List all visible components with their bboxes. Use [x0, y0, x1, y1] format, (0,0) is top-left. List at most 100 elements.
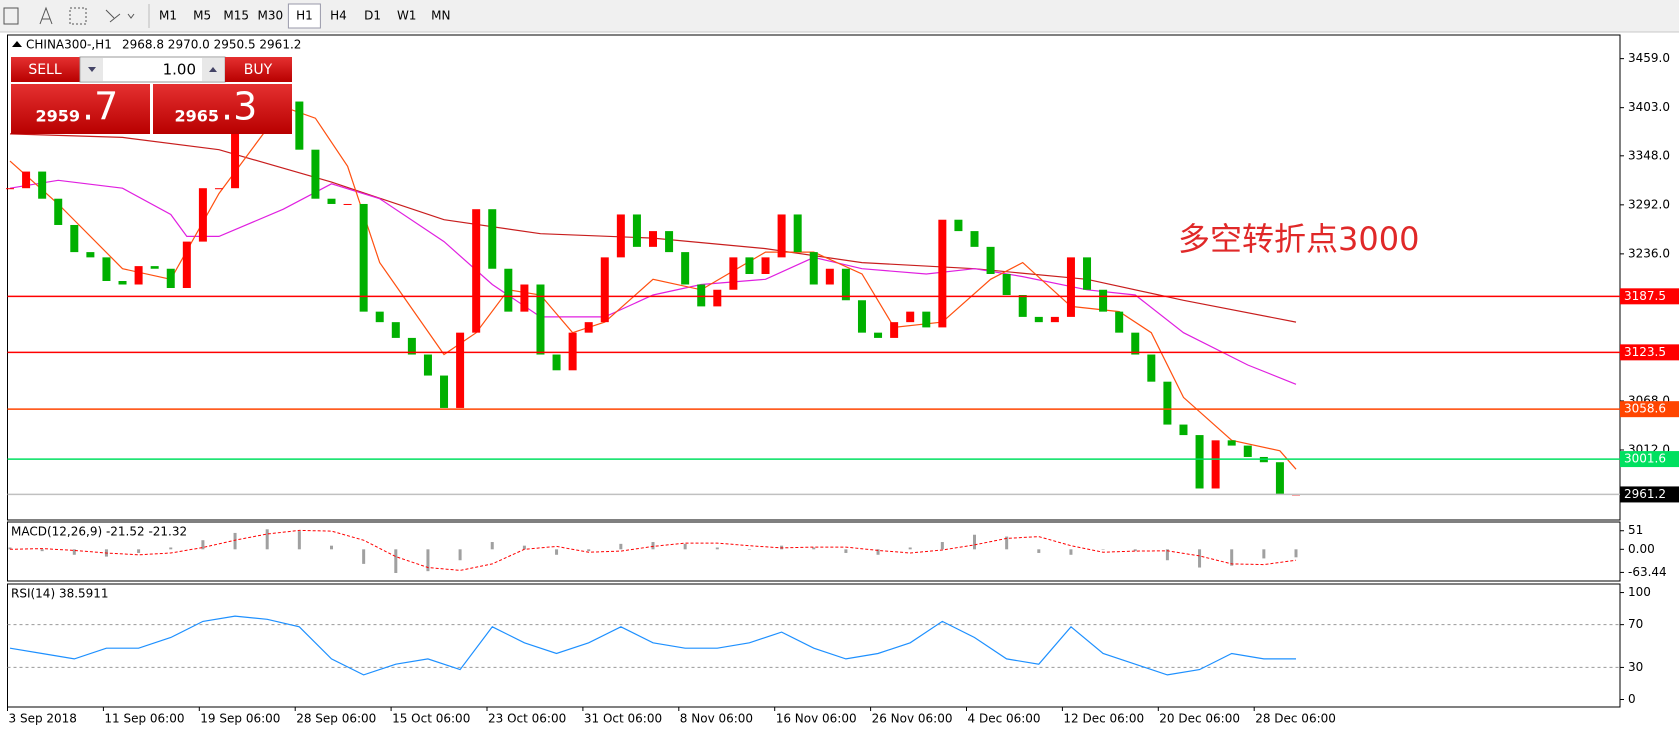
moving-average — [9, 179, 1297, 385]
timeframe-button[interactable] — [322, 4, 355, 28]
candle — [536, 284, 545, 355]
level-label: 2961.2 — [1624, 487, 1666, 501]
candle — [1147, 354, 1156, 382]
macd-bar — [651, 542, 655, 550]
collapse-icon[interactable] — [12, 41, 22, 47]
macd-bar — [8, 547, 12, 550]
lot-box[interactable] — [79, 56, 226, 83]
macd-bar — [394, 549, 398, 573]
macd-bar — [330, 545, 333, 550]
macd-bar — [587, 549, 591, 552]
timeframe-label[interactable]: MN — [431, 9, 450, 23]
candle — [407, 337, 416, 355]
macd-bar — [201, 540, 205, 550]
rsi-title: RSI(14) 38.5911 — [11, 587, 109, 601]
ask-main: 2965 — [174, 107, 219, 126]
candle — [986, 246, 995, 274]
buy-button[interactable] — [225, 57, 292, 82]
timeframe-button[interactable] — [356, 4, 389, 28]
x-tick-label: 8 Nov 06:00 — [680, 712, 753, 726]
macd-bar — [458, 549, 462, 561]
macd-bar — [973, 534, 976, 550]
timeframe-label[interactable]: M30 — [257, 9, 283, 23]
icon — [105, 9, 135, 23]
macd-bar — [715, 547, 719, 550]
candle — [713, 289, 722, 307]
candle — [857, 300, 866, 333]
x-tick-label: 16 Nov 06:00 — [776, 712, 857, 726]
chart-window — [0, 33, 1679, 730]
timeframe-button[interactable] — [390, 4, 423, 28]
macd-bar — [72, 549, 76, 555]
timeframe-button[interactable] — [220, 4, 253, 28]
x-tick-label: 28 Sep 06:00 — [296, 712, 376, 726]
x-tick-label: 28 Dec 06:00 — [1255, 712, 1336, 726]
macd-bar — [265, 529, 269, 550]
candle — [520, 284, 529, 312]
x-tick-label: 31 Oct 06:00 — [584, 712, 662, 726]
main-panel — [7, 34, 1621, 521]
candle — [1179, 424, 1188, 436]
candle — [552, 354, 561, 371]
candle — [697, 284, 706, 307]
candle — [584, 322, 593, 333]
timeframe-label[interactable]: M15 — [223, 9, 249, 23]
timeframe-button[interactable] — [424, 4, 457, 28]
macd-bar — [297, 531, 301, 550]
level-label: 3001.6 — [1624, 452, 1666, 466]
macd-panel — [7, 521, 1621, 582]
candle — [343, 203, 352, 205]
timeframe-label[interactable]: W1 — [397, 9, 417, 23]
candle — [1066, 257, 1075, 317]
timeframe-button[interactable] — [152, 4, 184, 28]
timeframe-label[interactable]: H1 — [296, 9, 313, 23]
y-tick-label: 3236.0 — [1628, 246, 1670, 260]
candle — [1018, 295, 1027, 317]
lot-value[interactable]: 1.00 — [163, 61, 196, 79]
candle — [166, 268, 175, 289]
x-tick-label: 26 Nov 06:00 — [872, 712, 953, 726]
candle — [295, 101, 304, 150]
candle — [906, 311, 915, 323]
x-tick-label: 4 Dec 06:00 — [968, 712, 1041, 726]
candle — [102, 257, 111, 282]
annotation: 多空转折点3000 — [1178, 220, 1419, 258]
candle — [54, 198, 63, 225]
candle — [488, 209, 497, 269]
buy-label[interactable]: BUY — [244, 62, 273, 78]
timeframe-label[interactable]: M1 — [159, 9, 177, 23]
candle — [1211, 440, 1220, 489]
candle — [6, 188, 14, 190]
candle — [970, 231, 979, 247]
macd-bar — [812, 547, 816, 550]
macd-bar — [555, 549, 559, 555]
toolbar-icons — [3, 6, 135, 25]
candle — [456, 332, 465, 408]
macd-signal — [9, 529, 1297, 571]
ask-box[interactable] — [153, 84, 292, 134]
macd-bar — [1262, 549, 1266, 559]
timeframe-button[interactable] — [287, 3, 321, 29]
timeframe-label[interactable]: M5 — [193, 9, 211, 23]
candle — [1034, 316, 1043, 323]
candle — [729, 257, 738, 290]
sell-label[interactable]: SELL — [28, 62, 62, 78]
candle — [890, 322, 899, 338]
candle — [600, 257, 609, 323]
candle — [1083, 257, 1092, 290]
candle — [22, 171, 31, 189]
timeframe-button[interactable] — [254, 4, 287, 28]
y-tick-label: 70 — [1628, 617, 1643, 631]
macd-bar — [683, 543, 687, 550]
macd-bar — [747, 549, 751, 550]
candle — [922, 311, 931, 328]
candle — [568, 332, 577, 371]
timeframe-button[interactable] — [186, 4, 219, 28]
timeframe-label[interactable]: H4 — [330, 9, 347, 23]
candle — [1195, 435, 1204, 489]
sell-button[interactable] — [11, 57, 80, 82]
bid-box[interactable] — [11, 84, 150, 134]
timeframe-label[interactable]: D1 — [364, 9, 381, 23]
